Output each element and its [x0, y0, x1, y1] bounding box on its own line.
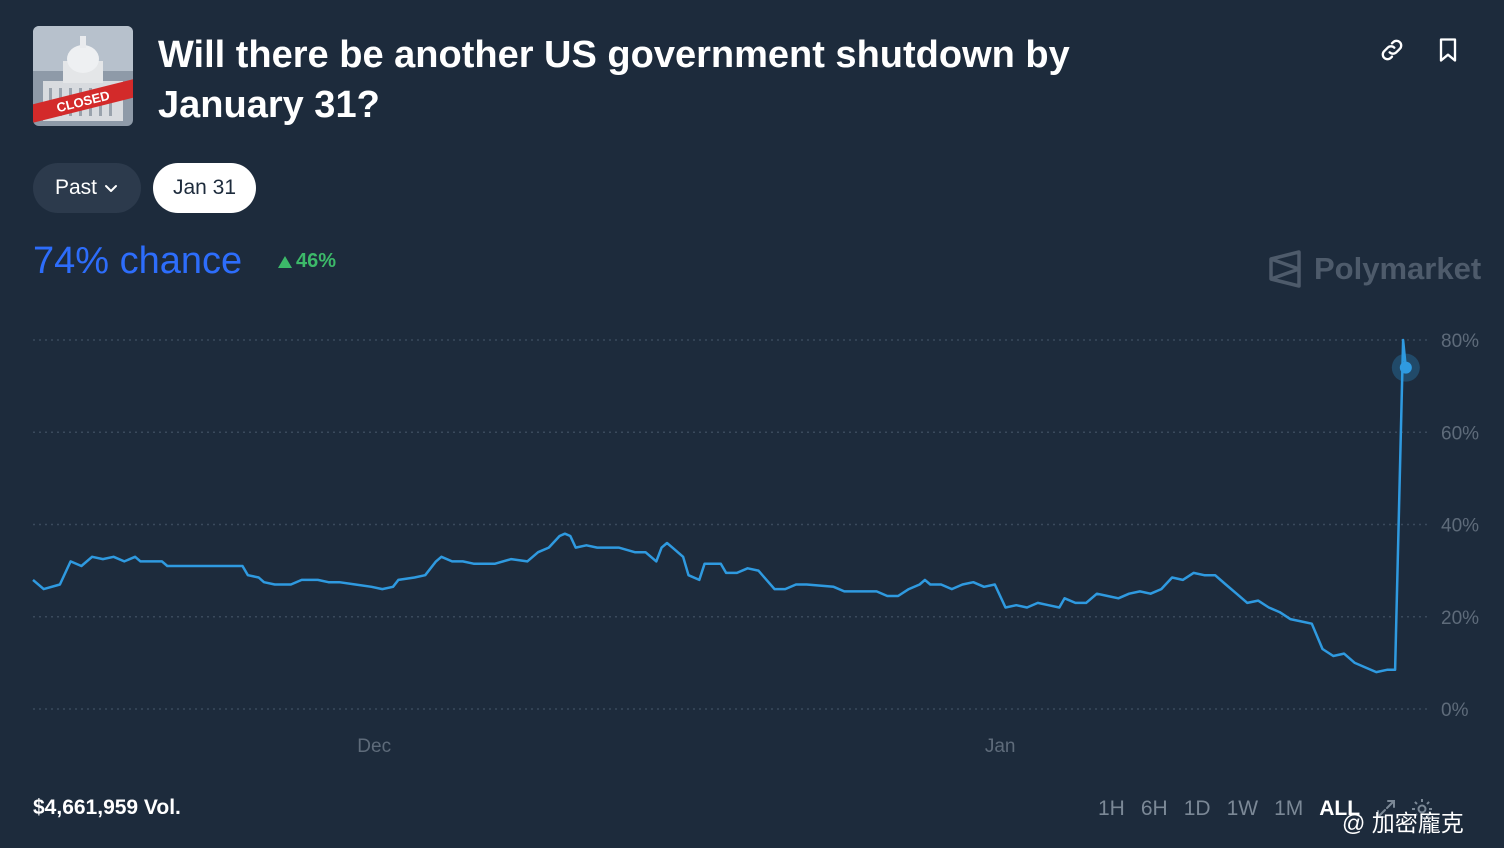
range-1w[interactable]: 1W: [1226, 797, 1259, 820]
expand-icon: [1377, 800, 1396, 818]
past-label: Past: [54, 176, 98, 199]
change-badge: 46%: [278, 250, 336, 273]
range-1m[interactable]: 1M: [1274, 797, 1304, 820]
range-6h[interactable]: 6H: [1140, 797, 1168, 820]
range-1d[interactable]: 1D: [1183, 797, 1211, 820]
x-tick-label: Dec: [357, 736, 391, 757]
brand-name: Polymarket: [1314, 251, 1482, 286]
past-dropdown[interactable]: Past: [33, 163, 141, 213]
x-tick-label: Jan: [985, 736, 1016, 757]
series-line: [32, 338, 1408, 674]
polymarket-logo: Polymarket: [1268, 250, 1481, 288]
bookmark-button[interactable]: [1432, 34, 1464, 66]
watermark-text: @ 加密龐克: [1342, 810, 1464, 836]
range-1h[interactable]: 1H: [1098, 797, 1125, 820]
watermark: @ 加密龐克: [1342, 804, 1464, 838]
chevron-down-icon: [105, 185, 118, 192]
current-point: [1399, 361, 1412, 374]
settings-button[interactable]: [1404, 797, 1440, 821]
y-tick-label: 80%: [1441, 331, 1479, 352]
bookmark-icon: [1439, 38, 1457, 62]
polymarket-icon: [1269, 250, 1301, 288]
market-thumbnail: CLOSED: [33, 26, 133, 126]
change-value: 46%: [296, 250, 337, 272]
copy-link-button[interactable]: [1376, 34, 1408, 66]
range-all[interactable]: ALL: [1319, 797, 1361, 820]
volume-label: $4,661,959 Vol.: [33, 796, 181, 819]
y-tick-label: 40%: [1441, 516, 1479, 537]
date-pill-jan-31[interactable]: Jan 31: [153, 163, 256, 213]
triangle-up-icon: [278, 255, 292, 268]
capitol-image: CLOSED: [33, 26, 133, 126]
y-tick-label: 20%: [1441, 608, 1479, 629]
page-title: Will there be another US government shut…: [158, 34, 1070, 126]
time-range-selector: 1H 6H 1D 1W 1M ALL: [1090, 794, 1440, 824]
y-tick-label: 60%: [1441, 423, 1479, 444]
chance-value: 74% chance: [33, 240, 243, 282]
link-icon: [1381, 39, 1403, 61]
expand-button[interactable]: [1368, 797, 1404, 821]
gear-icon: [1412, 799, 1433, 819]
y-tick-label: 0%: [1441, 700, 1469, 721]
date-label: Jan 31: [172, 176, 237, 199]
